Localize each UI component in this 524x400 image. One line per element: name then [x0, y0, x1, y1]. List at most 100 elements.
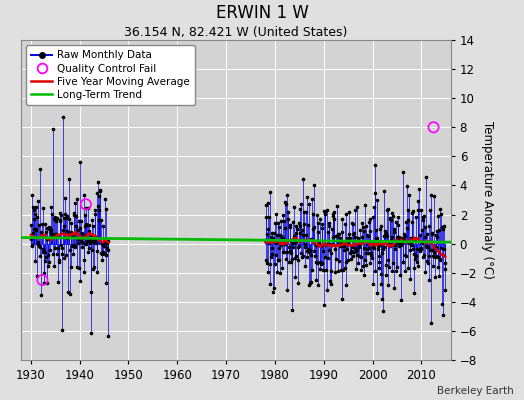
- Point: [333, 232, 341, 239]
- Point: [425, 207, 434, 213]
- Point: [42, 253, 50, 260]
- Point: [81, 222, 90, 229]
- Point: [399, 259, 408, 265]
- Point: [323, 254, 332, 261]
- Point: [83, 238, 91, 244]
- Point: [78, 234, 86, 241]
- Point: [282, 256, 290, 262]
- Point: [305, 280, 314, 286]
- Point: [81, 212, 89, 218]
- Point: [362, 250, 370, 257]
- Point: [409, 245, 417, 252]
- Point: [317, 243, 325, 250]
- Point: [47, 227, 56, 233]
- Point: [356, 267, 365, 273]
- Point: [371, 162, 379, 168]
- Point: [63, 228, 72, 234]
- Point: [32, 204, 41, 210]
- Point: [31, 226, 40, 232]
- Point: [306, 247, 314, 253]
- Point: [433, 234, 441, 240]
- Point: [389, 213, 398, 220]
- Point: [406, 246, 414, 253]
- Point: [397, 237, 405, 243]
- Point: [97, 249, 105, 256]
- Point: [375, 253, 383, 260]
- Point: [294, 244, 303, 250]
- Point: [281, 225, 290, 231]
- Point: [316, 261, 325, 267]
- Point: [328, 226, 336, 232]
- Point: [77, 237, 85, 244]
- Point: [267, 254, 275, 260]
- Point: [434, 213, 442, 219]
- Point: [346, 249, 355, 256]
- Point: [80, 268, 88, 275]
- Point: [100, 243, 108, 250]
- Point: [265, 189, 274, 196]
- Point: [277, 242, 285, 248]
- Point: [438, 252, 446, 258]
- Point: [391, 246, 399, 252]
- Point: [372, 234, 380, 241]
- Point: [303, 254, 312, 260]
- Point: [312, 259, 321, 266]
- Point: [437, 245, 445, 251]
- Point: [389, 260, 397, 266]
- Point: [293, 226, 301, 232]
- Point: [336, 267, 345, 274]
- Point: [311, 242, 320, 248]
- Point: [371, 190, 379, 196]
- Point: [413, 258, 421, 265]
- Point: [71, 200, 79, 206]
- Point: [86, 232, 95, 238]
- Point: [326, 241, 334, 247]
- Point: [435, 256, 444, 262]
- Point: [365, 245, 373, 252]
- Point: [85, 228, 93, 234]
- Point: [38, 204, 47, 211]
- Point: [421, 224, 430, 230]
- Point: [346, 235, 354, 242]
- Point: [85, 245, 93, 252]
- Point: [72, 264, 81, 270]
- Point: [91, 237, 100, 243]
- Point: [49, 126, 57, 133]
- Point: [274, 257, 282, 263]
- Point: [290, 204, 299, 210]
- Point: [369, 214, 377, 220]
- Point: [361, 202, 369, 208]
- Point: [30, 211, 39, 218]
- Point: [94, 179, 103, 185]
- Point: [292, 237, 301, 244]
- Point: [64, 176, 73, 182]
- Point: [60, 255, 68, 262]
- Point: [94, 202, 102, 209]
- Point: [52, 231, 60, 237]
- Point: [58, 244, 66, 251]
- Point: [349, 253, 357, 260]
- Point: [36, 244, 45, 250]
- Point: [423, 258, 432, 264]
- Point: [417, 246, 425, 252]
- Point: [408, 209, 416, 216]
- Point: [93, 248, 102, 254]
- Point: [363, 246, 372, 253]
- Point: [47, 230, 55, 237]
- Point: [324, 247, 333, 253]
- Point: [292, 223, 300, 229]
- Point: [48, 232, 56, 238]
- Point: [54, 256, 63, 263]
- Point: [87, 289, 95, 295]
- Point: [367, 250, 376, 256]
- Point: [394, 214, 402, 220]
- Point: [268, 251, 276, 258]
- Point: [350, 230, 358, 236]
- Point: [429, 262, 438, 269]
- Point: [384, 257, 392, 263]
- Point: [42, 225, 51, 231]
- Point: [100, 243, 108, 250]
- Y-axis label: Temperature Anomaly (°C): Temperature Anomaly (°C): [481, 121, 494, 279]
- Point: [298, 226, 307, 233]
- Point: [347, 220, 356, 226]
